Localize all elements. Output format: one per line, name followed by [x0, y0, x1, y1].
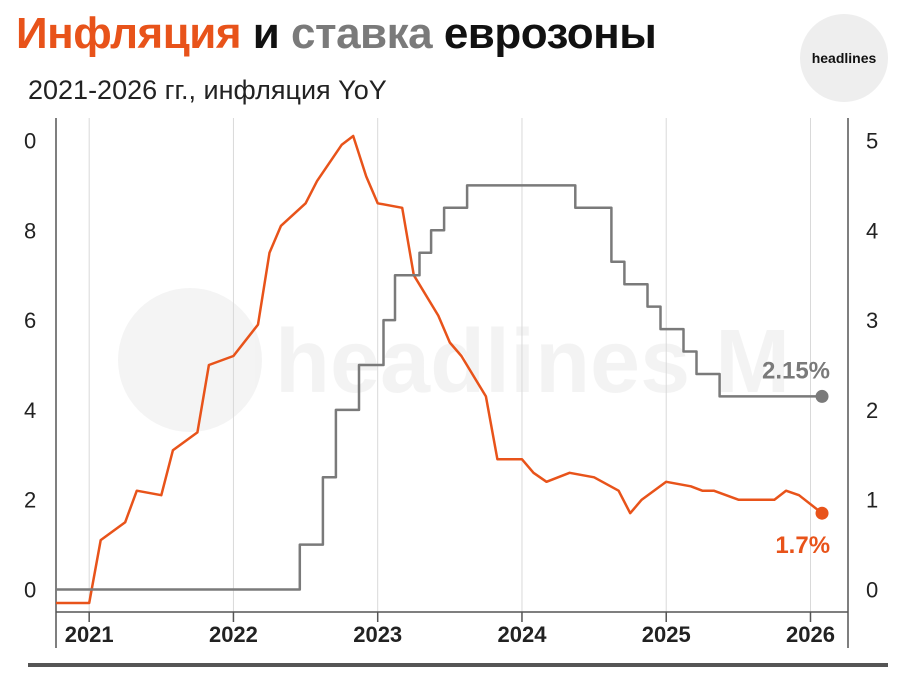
inflation-series-line — [56, 134, 823, 605]
series — [56, 134, 829, 605]
y-right-tick-label: 0 — [866, 578, 878, 603]
y-left-tick-label: 6 — [24, 308, 36, 333]
y-right-tick-label: 5 — [866, 128, 878, 153]
x-tick-label-2026: 2026 — [786, 622, 835, 647]
y-right-tick-label: 3 — [866, 308, 878, 333]
title-word-eurozone: еврозоны — [443, 9, 657, 58]
watermark-text: headlines M — [275, 312, 790, 412]
y-left-tick-label: 4 — [24, 398, 36, 423]
y-right-tick-label: 4 — [866, 218, 878, 243]
y-right-tick-label: 1 — [866, 488, 878, 513]
inflation-end-label: 1.7% — [775, 532, 830, 559]
y-left-tick-label: 2 — [24, 488, 36, 513]
logo-text: headlines — [811, 50, 877, 66]
y-left-tick-label: 0 — [24, 578, 36, 603]
chart-title: Инфляция и ставка еврозоны — [16, 6, 657, 62]
headlines-logo: headlines — [800, 14, 888, 102]
x-tick-label-2022: 2022 — [209, 622, 258, 647]
x-tick-label-2024: 2024 — [497, 622, 547, 647]
watermark: headlines M — [118, 288, 790, 432]
title-word-and: и — [252, 9, 280, 58]
x-tick-label-2023: 2023 — [353, 622, 402, 647]
axes: 2021 2022 2023 2024 2025 2026 0 2 4 6 8 0 0 1 2 3 4 5 — [24, 118, 878, 648]
y-left-tick-label: 8 — [24, 218, 36, 243]
rate-series-line — [56, 184, 822, 591]
y-left-tick-label: 0 — [24, 128, 36, 153]
rate-end-point — [815, 389, 829, 403]
data-labels: 1.7% 2.15% — [762, 357, 830, 559]
title-word-inflation: Инфляция — [16, 9, 242, 58]
chart-subtitle: 2021-2026 гг., инфляция YoY — [28, 75, 387, 105]
title-word-rate: ставка — [291, 9, 433, 58]
inflation-end-point — [815, 506, 829, 520]
x-tick-label-2025: 2025 — [642, 622, 691, 647]
y-right-tick-label: 2 — [866, 398, 878, 423]
rate-end-label: 2.15% — [762, 357, 830, 384]
x-tick-label-2021: 2021 — [65, 622, 114, 647]
bottom-rule — [28, 663, 888, 667]
telegram-watermark-icon — [118, 288, 262, 432]
